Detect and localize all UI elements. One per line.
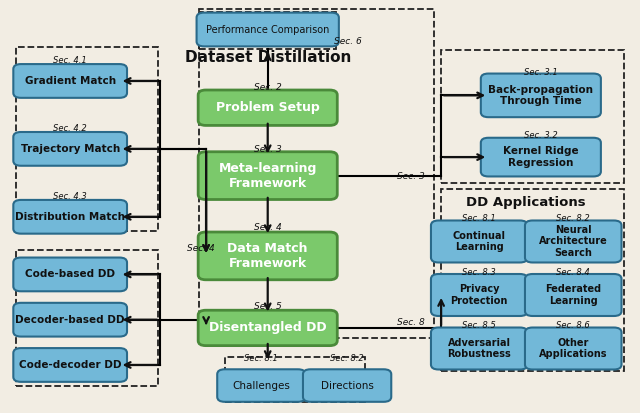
Text: DD Applications: DD Applications bbox=[467, 196, 586, 209]
Text: Sec. 4.3: Sec. 4.3 bbox=[53, 192, 87, 201]
Text: Sec. 4.2: Sec. 4.2 bbox=[53, 124, 87, 133]
FancyBboxPatch shape bbox=[303, 369, 391, 402]
Text: Sec. 5: Sec. 5 bbox=[254, 301, 282, 311]
Text: Sec. 2: Sec. 2 bbox=[254, 83, 282, 92]
Text: Back-propagation
Through Time: Back-propagation Through Time bbox=[488, 85, 593, 106]
FancyBboxPatch shape bbox=[431, 221, 527, 263]
Text: Adversarial
Robustness: Adversarial Robustness bbox=[447, 338, 511, 359]
FancyBboxPatch shape bbox=[198, 310, 337, 346]
Text: Challenges: Challenges bbox=[232, 380, 291, 391]
Text: Sec. 8.2: Sec. 8.2 bbox=[556, 214, 590, 223]
Text: Continual
Learning: Continual Learning bbox=[452, 231, 506, 252]
FancyBboxPatch shape bbox=[431, 274, 527, 316]
FancyBboxPatch shape bbox=[481, 74, 601, 117]
FancyBboxPatch shape bbox=[198, 90, 337, 126]
FancyBboxPatch shape bbox=[13, 303, 127, 337]
FancyBboxPatch shape bbox=[13, 64, 127, 98]
Text: Kernel Ridge
Regression: Kernel Ridge Regression bbox=[503, 146, 579, 168]
Text: Sec. 3.1: Sec. 3.1 bbox=[524, 68, 557, 77]
Text: Sec. 4: Sec. 4 bbox=[254, 223, 282, 233]
Text: Sec. 6: Sec. 6 bbox=[334, 37, 362, 46]
FancyBboxPatch shape bbox=[198, 152, 337, 199]
Text: Neural
Architecture
Search: Neural Architecture Search bbox=[539, 225, 607, 258]
Text: Sec. 3.2: Sec. 3.2 bbox=[524, 131, 557, 140]
FancyBboxPatch shape bbox=[481, 138, 601, 176]
Text: Sec. 8.1: Sec. 8.1 bbox=[462, 214, 496, 223]
Text: Trajectory Match: Trajectory Match bbox=[20, 144, 120, 154]
Text: Sec. 4.1: Sec. 4.1 bbox=[53, 56, 87, 65]
Text: Code-decoder DD: Code-decoder DD bbox=[19, 360, 122, 370]
FancyBboxPatch shape bbox=[525, 221, 621, 263]
Text: Problem Setup: Problem Setup bbox=[216, 101, 319, 114]
Text: Sec. 4: Sec. 4 bbox=[187, 244, 215, 253]
Text: Sec. 8: Sec. 8 bbox=[397, 318, 424, 327]
Text: Dataset Distillation: Dataset Distillation bbox=[184, 50, 351, 65]
FancyBboxPatch shape bbox=[431, 328, 527, 370]
Text: Sec. 8.6: Sec. 8.6 bbox=[556, 321, 590, 330]
FancyBboxPatch shape bbox=[525, 274, 621, 316]
FancyBboxPatch shape bbox=[13, 348, 127, 382]
Text: Gradient Match: Gradient Match bbox=[24, 76, 116, 86]
Text: Sec. 8.2: Sec. 8.2 bbox=[330, 354, 364, 363]
Text: Directions: Directions bbox=[321, 380, 374, 391]
FancyBboxPatch shape bbox=[196, 13, 339, 46]
Text: Federated
Learning: Federated Learning bbox=[545, 284, 602, 306]
Text: Sec. 8.3: Sec. 8.3 bbox=[462, 268, 496, 277]
Text: Other
Applications: Other Applications bbox=[539, 338, 607, 359]
Text: Privacy
Protection: Privacy Protection bbox=[451, 284, 508, 306]
Text: Performance Comparison: Performance Comparison bbox=[206, 24, 330, 35]
Text: Disentangled DD: Disentangled DD bbox=[209, 321, 326, 335]
Text: Data Match
Framework: Data Match Framework bbox=[227, 242, 308, 270]
FancyBboxPatch shape bbox=[198, 232, 337, 280]
Text: Meta-learning
Framework: Meta-learning Framework bbox=[218, 161, 317, 190]
FancyBboxPatch shape bbox=[13, 258, 127, 291]
Text: Sec. 8.5: Sec. 8.5 bbox=[462, 321, 496, 330]
FancyBboxPatch shape bbox=[217, 369, 305, 402]
Text: Sec. 8.1: Sec. 8.1 bbox=[244, 354, 278, 363]
Text: Sec. 3: Sec. 3 bbox=[254, 145, 282, 154]
FancyBboxPatch shape bbox=[525, 328, 621, 370]
Text: Decoder-based DD: Decoder-based DD bbox=[15, 315, 125, 325]
Text: Code-based DD: Code-based DD bbox=[25, 269, 115, 280]
Text: Distribution Match: Distribution Match bbox=[15, 212, 125, 222]
Text: Sec. 8.4: Sec. 8.4 bbox=[556, 268, 590, 277]
FancyBboxPatch shape bbox=[13, 200, 127, 234]
Text: Sec. 3: Sec. 3 bbox=[397, 172, 424, 181]
FancyBboxPatch shape bbox=[13, 132, 127, 166]
